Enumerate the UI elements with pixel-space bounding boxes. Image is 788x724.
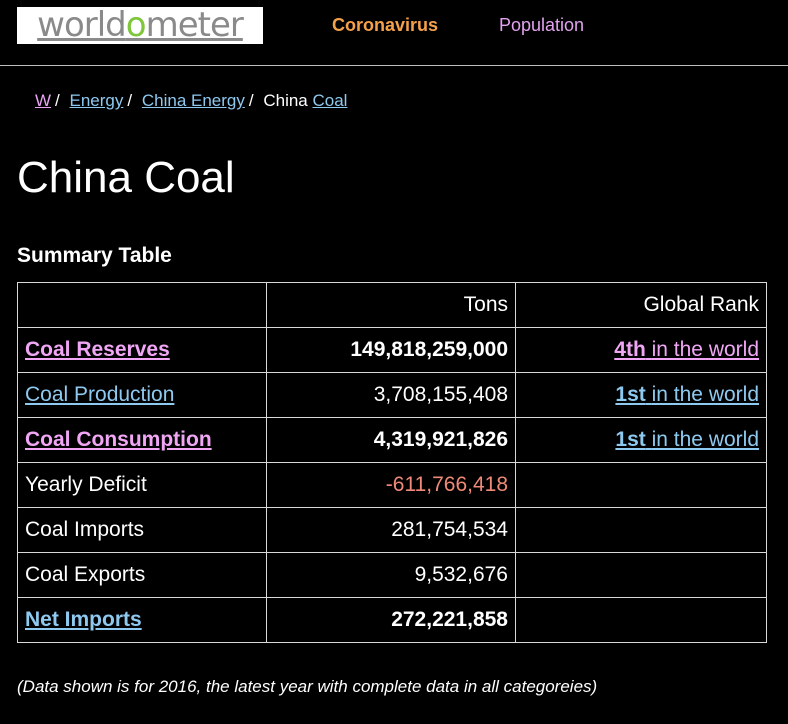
table-row: Coal Production 3,708,155,408 1st in the… bbox=[17, 372, 767, 418]
rank-text: in the world bbox=[651, 428, 759, 451]
rank-number: 1st bbox=[615, 428, 646, 451]
header-tons-cell: Tons bbox=[266, 282, 516, 328]
breadcrumb: W / Energy / China Energy / China Coal bbox=[35, 91, 347, 111]
rank-text: in the world bbox=[651, 383, 759, 406]
site-header: worldometer Coronavirus Population bbox=[0, 0, 788, 66]
nav-population-link[interactable]: Population bbox=[499, 15, 585, 35]
breadcrumb-china-energy-link[interactable]: China Energy bbox=[141, 91, 245, 110]
summary-table-title: Summary Table bbox=[17, 244, 172, 267]
coal-exports-value: 9,532,676 bbox=[266, 552, 516, 598]
breadcrumb-energy-link[interactable]: Energy bbox=[69, 91, 124, 110]
breadcrumb-separator: / bbox=[248, 91, 254, 110]
worldometer-logo[interactable]: worldometer bbox=[17, 7, 263, 44]
net-imports-value: 272,221,858 bbox=[266, 597, 516, 643]
coal-consumption-rank-link[interactable]: 1st in the world bbox=[615, 428, 759, 451]
coal-production-link[interactable]: Coal Production bbox=[25, 383, 175, 406]
summary-table: Tons Global Rank Coal Reserves 149,818,2… bbox=[17, 282, 767, 643]
coal-production-rank-link[interactable]: 1st in the world bbox=[615, 383, 759, 406]
rank-text: in the world bbox=[651, 338, 759, 361]
yearly-deficit-value: -611,766,418 bbox=[266, 462, 516, 508]
table-row: Coal Exports 9,532,676 bbox=[17, 552, 767, 598]
header-rank-cell: Global Rank bbox=[515, 282, 767, 328]
nav-coronavirus-link[interactable]: Coronavirus bbox=[332, 15, 439, 35]
logo-text: worldometer bbox=[37, 5, 244, 45]
empty-rank-cell bbox=[515, 552, 767, 598]
table-row: Coal Reserves 149,818,259,000 4th in the… bbox=[17, 327, 767, 373]
table-row: Net Imports 272,221,858 bbox=[17, 597, 767, 643]
yearly-deficit-label: Yearly Deficit bbox=[17, 462, 267, 508]
empty-rank-cell bbox=[515, 507, 767, 553]
coal-production-value: 3,708,155,408 bbox=[266, 372, 516, 418]
coal-imports-value: 281,754,534 bbox=[266, 507, 516, 553]
rank-number: 4th bbox=[614, 338, 646, 361]
breadcrumb-home-link[interactable]: W bbox=[35, 91, 52, 110]
data-footnote: (Data shown is for 2016, the latest year… bbox=[17, 677, 598, 696]
header-label-cell bbox=[17, 282, 267, 328]
rank-number: 1st bbox=[615, 383, 646, 406]
coal-imports-label: Coal Imports bbox=[17, 507, 267, 553]
page-title: China Coal bbox=[17, 153, 235, 202]
breadcrumb-coal-link[interactable]: Coal bbox=[312, 91, 348, 110]
empty-rank-cell bbox=[515, 462, 767, 508]
table-row: Coal Imports 281,754,534 bbox=[17, 507, 767, 553]
net-imports-link[interactable]: Net Imports bbox=[25, 608, 142, 631]
table-row: Coal Consumption 4,319,921,826 1st in th… bbox=[17, 417, 767, 463]
coal-reserves-rank-link[interactable]: 4th in the world bbox=[614, 338, 759, 361]
table-row: Yearly Deficit -611,766,418 bbox=[17, 462, 767, 508]
coal-exports-label: Coal Exports bbox=[17, 552, 267, 598]
coal-consumption-value: 4,319,921,826 bbox=[266, 417, 516, 463]
breadcrumb-separator: / bbox=[55, 91, 60, 110]
breadcrumb-separator: / bbox=[127, 91, 133, 110]
empty-rank-cell bbox=[515, 597, 767, 643]
breadcrumb-current-text: China bbox=[263, 91, 308, 110]
coal-consumption-link[interactable]: Coal Consumption bbox=[25, 428, 212, 451]
coal-reserves-value: 149,818,259,000 bbox=[266, 327, 516, 373]
table-header-row: Tons Global Rank bbox=[17, 282, 767, 328]
coal-reserves-link[interactable]: Coal Reserves bbox=[25, 338, 170, 361]
